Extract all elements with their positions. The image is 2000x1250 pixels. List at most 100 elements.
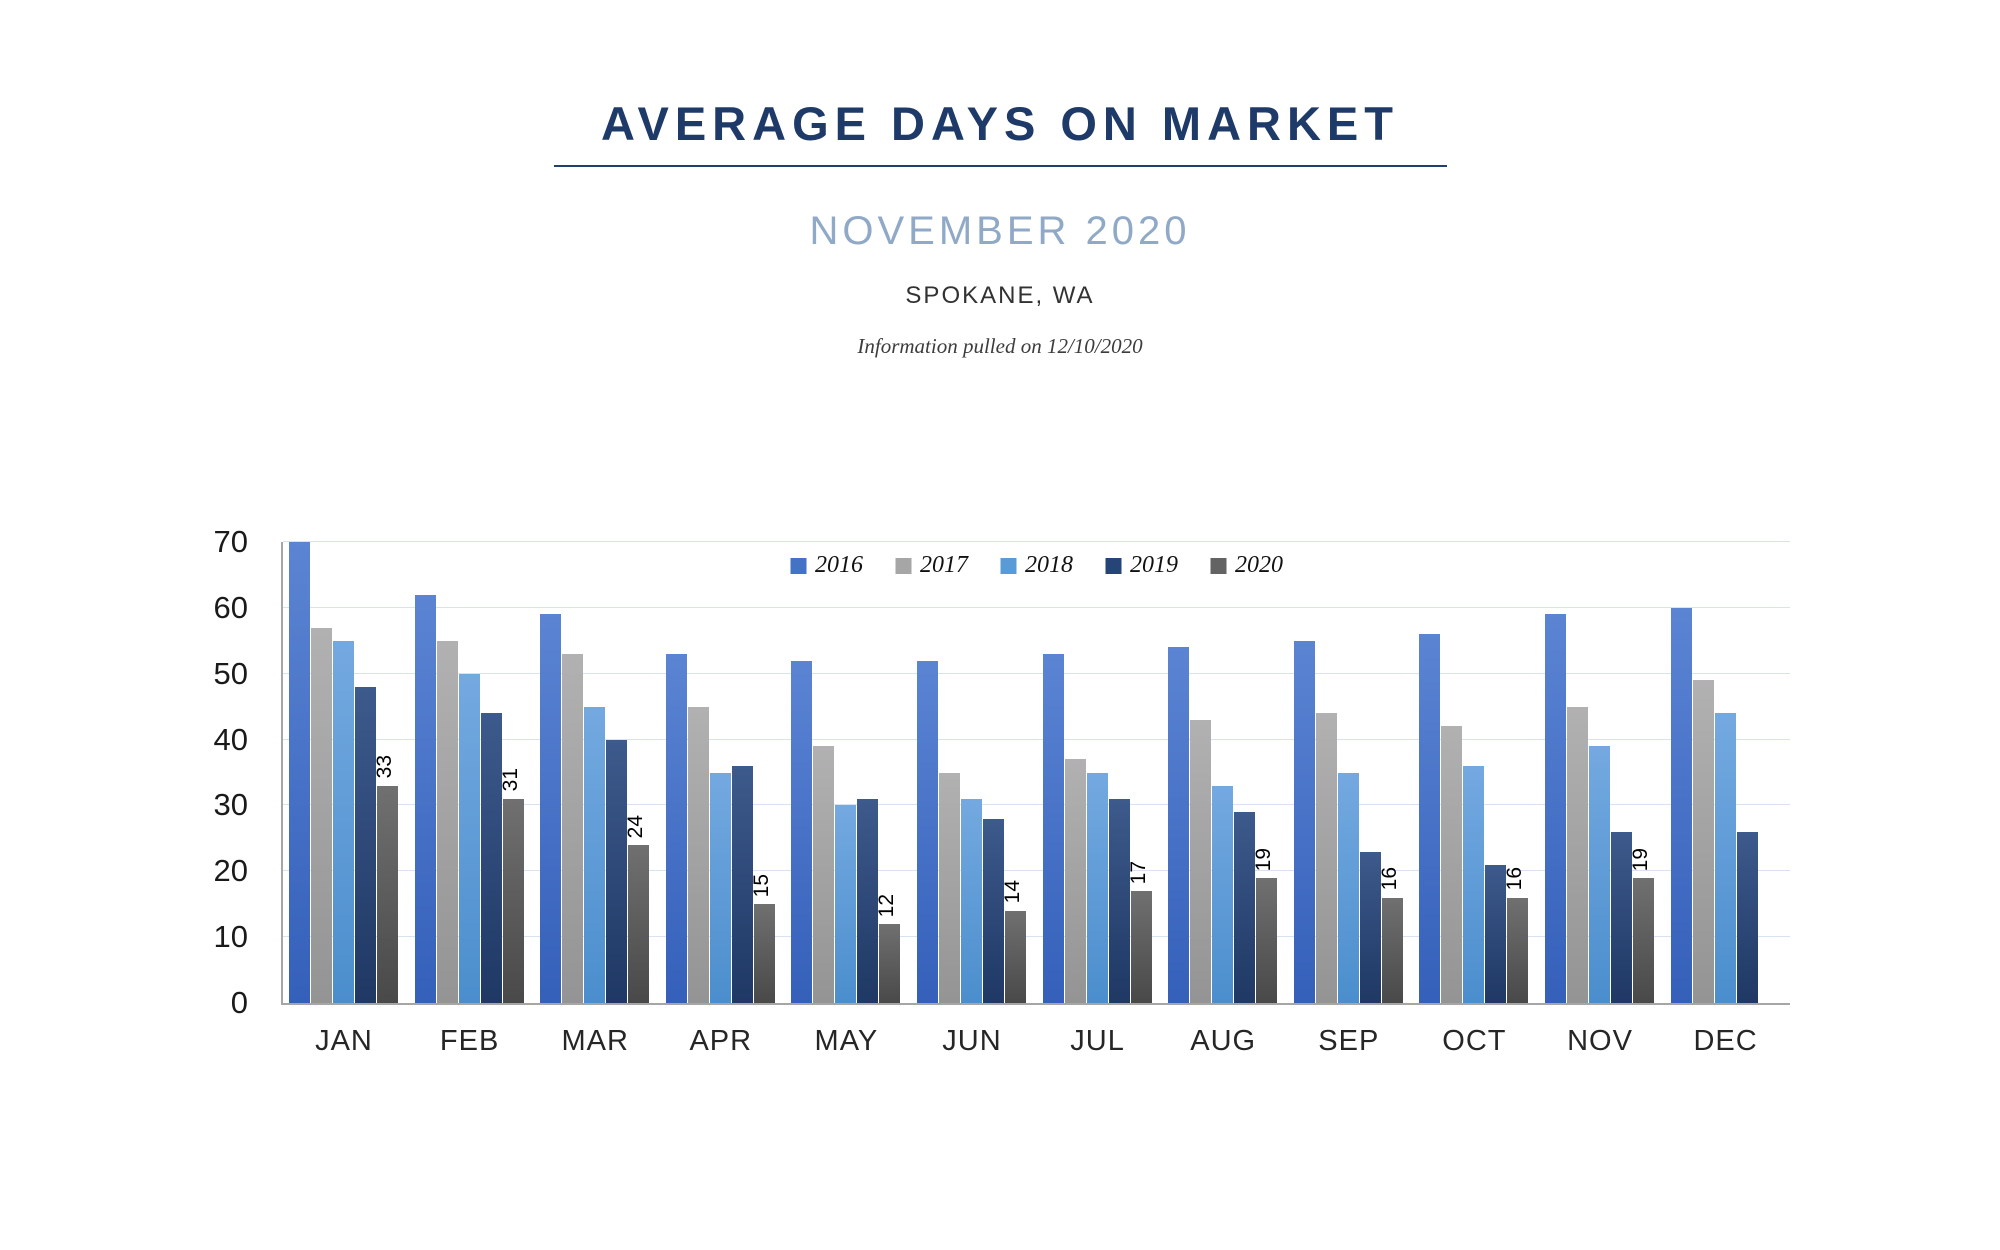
bar-value-label-2020-jan: 33 <box>373 755 396 779</box>
bar-2018-aug <box>1212 785 1234 1003</box>
bar-2019-oct <box>1485 864 1507 1003</box>
bar-2016-jul <box>1042 653 1064 1003</box>
bar-2018-sep <box>1337 772 1359 1003</box>
bar-2020-nov <box>1633 877 1654 1003</box>
y-tick-label-30: 30 <box>213 787 248 823</box>
bar-2019-mar <box>606 739 628 1003</box>
bar-group-apr: 15 <box>665 542 776 1003</box>
report-header: AVERAGE DAYS ON MARKET NOVEMBER 2020 SPO… <box>0 96 2000 359</box>
gridline-40 <box>283 738 1790 740</box>
bar-value-label-2020-feb: 31 <box>498 768 522 792</box>
bar-2019-nov <box>1611 831 1632 1003</box>
bar-2016-nov <box>1545 614 1566 1003</box>
bar-group-oct: 16 <box>1419 542 1529 1003</box>
bar-value-label-2020-sep: 16 <box>1377 867 1401 891</box>
bar-value-label-2020-oct: 16 <box>1503 867 1527 891</box>
bar-2016-jun <box>917 660 938 1003</box>
bar-group-sep: 16 <box>1293 542 1404 1003</box>
bar-2020-jan <box>377 785 398 1003</box>
y-tick-label-40: 40 <box>213 721 248 757</box>
bar-2016-aug <box>1168 647 1190 1003</box>
x-label-mar: MAR <box>561 1025 629 1057</box>
bar-2018-apr <box>709 772 731 1003</box>
bar-2017-aug <box>1190 719 1212 1003</box>
y-tick-label-0: 0 <box>230 985 248 1020</box>
legend-label-2019: 2019 <box>1130 552 1178 578</box>
bar-2019-sep <box>1359 851 1381 1003</box>
bar-group-may: 12 <box>791 542 901 1003</box>
bar-group-mar: 24 <box>540 542 650 1003</box>
y-tick-label-10: 10 <box>213 919 248 955</box>
bar-2017-may <box>813 746 835 1003</box>
page-title: AVERAGE DAYS ON MARKET <box>601 97 1399 150</box>
bar-2018-dec <box>1714 713 1736 1003</box>
bar-2017-dec <box>1692 680 1714 1003</box>
chart-legend: 2016 2017 2018 2019 2020 <box>790 552 1283 579</box>
bar-2019-jan <box>355 686 376 1003</box>
bar-2019-jun <box>983 818 1004 1003</box>
bar-2016-apr <box>665 653 687 1003</box>
bar-2020-jun <box>1005 910 1026 1003</box>
legend-swatch-2018 <box>1000 557 1016 574</box>
bar-group-dec <box>1670 542 1781 1003</box>
legend-item-2018: 2018 <box>1000 552 1073 579</box>
report-location: SPOKANE, WA <box>905 282 1095 309</box>
bar-value-label-2020-jul: 17 <box>1126 860 1150 885</box>
x-label-feb: FEB <box>439 1025 500 1057</box>
bar-2017-feb <box>436 640 458 1003</box>
bar-2017-jun <box>939 772 960 1003</box>
legend-label-2016: 2016 <box>815 552 863 578</box>
report-month: NOVEMBER 2020 <box>809 209 1191 253</box>
bar-value-label-2020-apr: 15 <box>749 873 773 898</box>
bar-group-aug: 19 <box>1168 542 1278 1003</box>
bar-group-feb: 31 <box>414 542 525 1003</box>
bar-2017-sep <box>1315 713 1337 1003</box>
bar-2018-jun <box>961 798 982 1003</box>
x-label-apr: APR <box>689 1025 753 1057</box>
gridline-30 <box>283 804 1790 806</box>
bar-2020-apr <box>753 904 775 1003</box>
y-axis-line <box>281 542 283 1003</box>
bar-2017-oct <box>1441 726 1463 1003</box>
gridline-50 <box>283 672 1790 674</box>
bar-value-label-2020-mar: 24 <box>624 814 648 838</box>
bar-group-jul: 17 <box>1042 542 1153 1003</box>
bar-2018-may <box>835 805 857 1003</box>
bar-2016-feb <box>414 594 436 1003</box>
bar-2020-feb <box>502 798 524 1003</box>
bar-value-label-2020-aug: 19 <box>1252 847 1276 871</box>
gridline-20 <box>283 870 1790 872</box>
bar-2018-jan <box>333 640 354 1003</box>
x-label-jul: JUL <box>1070 1025 1125 1057</box>
bar-2017-apr <box>687 706 709 1003</box>
x-axis-line <box>281 1003 1790 1005</box>
bar-2017-jul <box>1064 759 1086 1003</box>
bar-2020-jul <box>1130 891 1152 1003</box>
data-pull-note: Information pulled on 12/10/2020 <box>857 334 1143 358</box>
gridline-10 <box>283 936 1790 938</box>
legend-item-2019: 2019 <box>1105 552 1178 579</box>
bar-group-nov: 19 <box>1545 542 1655 1003</box>
x-label-oct: OCT <box>1442 1025 1507 1057</box>
bar-2017-nov <box>1567 706 1588 1003</box>
bar-2019-dec <box>1736 831 1758 1003</box>
bar-2020-aug <box>1256 877 1278 1003</box>
gridline-70 <box>283 541 1790 542</box>
legend-label-2020: 2020 <box>1235 552 1283 578</box>
legend-swatch-2016 <box>790 557 806 574</box>
y-tick-label-70: 70 <box>213 524 248 559</box>
gridline-60 <box>283 606 1790 608</box>
bar-chart: 2016 2017 2018 2019 2020 0 10 20 30 40 50 60 70 JAN F… <box>214 524 1790 1057</box>
bar-2020-mar <box>628 844 650 1003</box>
legend-label-2017: 2017 <box>920 552 968 578</box>
legend-item-2020: 2020 <box>1210 552 1283 579</box>
bar-group-jun: 14 <box>917 542 1027 1003</box>
bar-2019-apr <box>731 765 753 1003</box>
bar-2016-mar <box>540 614 562 1003</box>
bar-2017-jan <box>311 627 332 1003</box>
y-tick-label-20: 20 <box>213 853 248 889</box>
bar-2018-jul <box>1086 772 1108 1003</box>
bar-group-jan: 33 <box>289 542 399 1003</box>
bar-2017-mar <box>562 653 584 1003</box>
x-label-may: MAY <box>814 1025 879 1057</box>
